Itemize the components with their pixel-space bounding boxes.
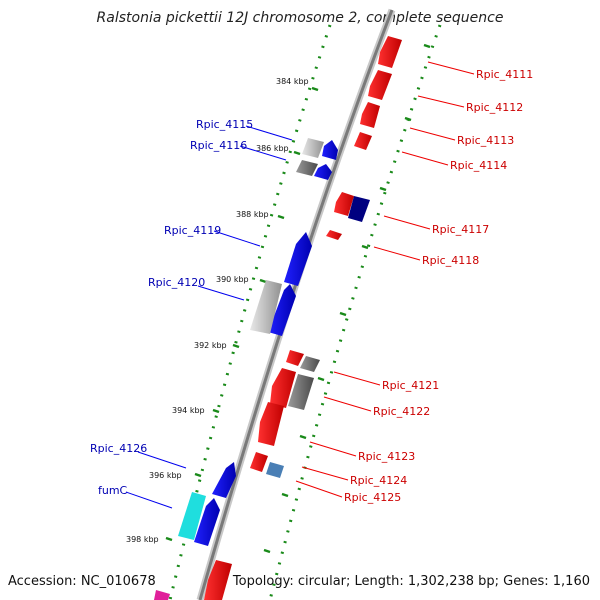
gene-label-rpic4116: Rpic_4116 — [190, 139, 247, 152]
gene-rpic4120-gray — [250, 280, 282, 334]
gene-rpic4127 — [204, 560, 232, 600]
gene-rpic4116 — [314, 164, 332, 180]
gene-rpic4112 — [368, 70, 392, 100]
gene-rpic4120 — [268, 284, 296, 336]
genome-summary-text: Topology: circular; Length: 1,302,238 bp… — [232, 574, 590, 589]
accession-text: Accession: NC_010678 — [8, 574, 156, 589]
gene-label-rpic4117: Rpic_4117 — [432, 223, 489, 236]
gene-rpic4122-gray — [288, 374, 314, 410]
reverse-leader-lines — [295, 61, 475, 498]
scale-label-386: 386 kbp — [256, 144, 289, 153]
gene-fumc-partner — [194, 498, 220, 546]
gene-label-rpic4123: Rpic_4123 — [358, 450, 415, 463]
gene-rpic4113 — [360, 102, 380, 128]
scale-label-396: 396 kbp — [149, 471, 182, 480]
gene-rpic4116-gray — [296, 160, 318, 176]
gene-rpic4115 — [322, 140, 338, 160]
gene-rpic4125-steelblue — [266, 462, 284, 478]
gene-rpic4117-navy — [348, 196, 370, 222]
gene-rpic4124 — [250, 452, 268, 472]
gene-rpic4111 — [378, 36, 402, 68]
gene-rpic4118 — [326, 230, 342, 240]
gene-rpic4126 — [212, 462, 236, 498]
gene-rpic4114 — [354, 132, 372, 150]
gene-label-rpic4119: Rpic_4119 — [164, 224, 221, 237]
forward-strand-genes — [194, 140, 338, 546]
gene-label-rpic4121: Rpic_4121 — [382, 379, 439, 392]
gene-rpic4117 — [334, 192, 354, 216]
gene-rpic4121 — [286, 350, 304, 366]
reverse-strand-genes — [204, 36, 402, 600]
gene-fumc — [178, 492, 206, 540]
scale-tick-marks — [165, 43, 431, 554]
gene-label-fumc: fumC — [98, 484, 128, 497]
map-title: Ralstonia pickettii 12J chromosome 2, co… — [96, 10, 504, 26]
gene-label-rpic4112: Rpic_4112 — [466, 101, 523, 114]
gene-label-rpic4124: Rpic_4124 — [350, 474, 407, 487]
gene-rpic4122 — [270, 368, 296, 408]
gene-label-rpic4120: Rpic_4120 — [148, 276, 205, 289]
scale-label-384: 384 kbp — [276, 77, 309, 86]
backbone-outer — [196, 8, 396, 600]
gene-label-rpic4113: Rpic_4113 — [457, 134, 514, 147]
gene-label-rpic4114: Rpic_4114 — [450, 159, 507, 172]
gene-label-rpic4111: Rpic_4111 — [476, 68, 533, 81]
forward-leader-lines — [125, 125, 293, 509]
scale-label-394: 394 kbp — [172, 406, 205, 415]
gene-label-rpic4125: Rpic_4125 — [344, 491, 401, 504]
gene-label-rpic4122: Rpic_4122 — [373, 405, 430, 418]
gene-label-rpic4115: Rpic_4115 — [196, 118, 253, 131]
scale-label-398: 398 kbp — [126, 535, 159, 544]
gene-rpic4123 — [258, 402, 284, 446]
gene-rpic4119 — [284, 232, 312, 286]
gene-magenta — [154, 590, 170, 600]
scale-label-388: 388 kbp — [236, 210, 269, 219]
dotted-ring-outer — [268, 24, 442, 600]
gene-label-rpic4126: Rpic_4126 — [90, 442, 147, 455]
gene-rpic4115-gray — [302, 138, 324, 158]
gene-label-rpic4118: Rpic_4118 — [422, 254, 479, 267]
scale-label-392: 392 kbp — [194, 341, 227, 350]
gene-rpic4121-gray — [300, 356, 320, 372]
scale-label-390: 390 kbp — [216, 275, 249, 284]
